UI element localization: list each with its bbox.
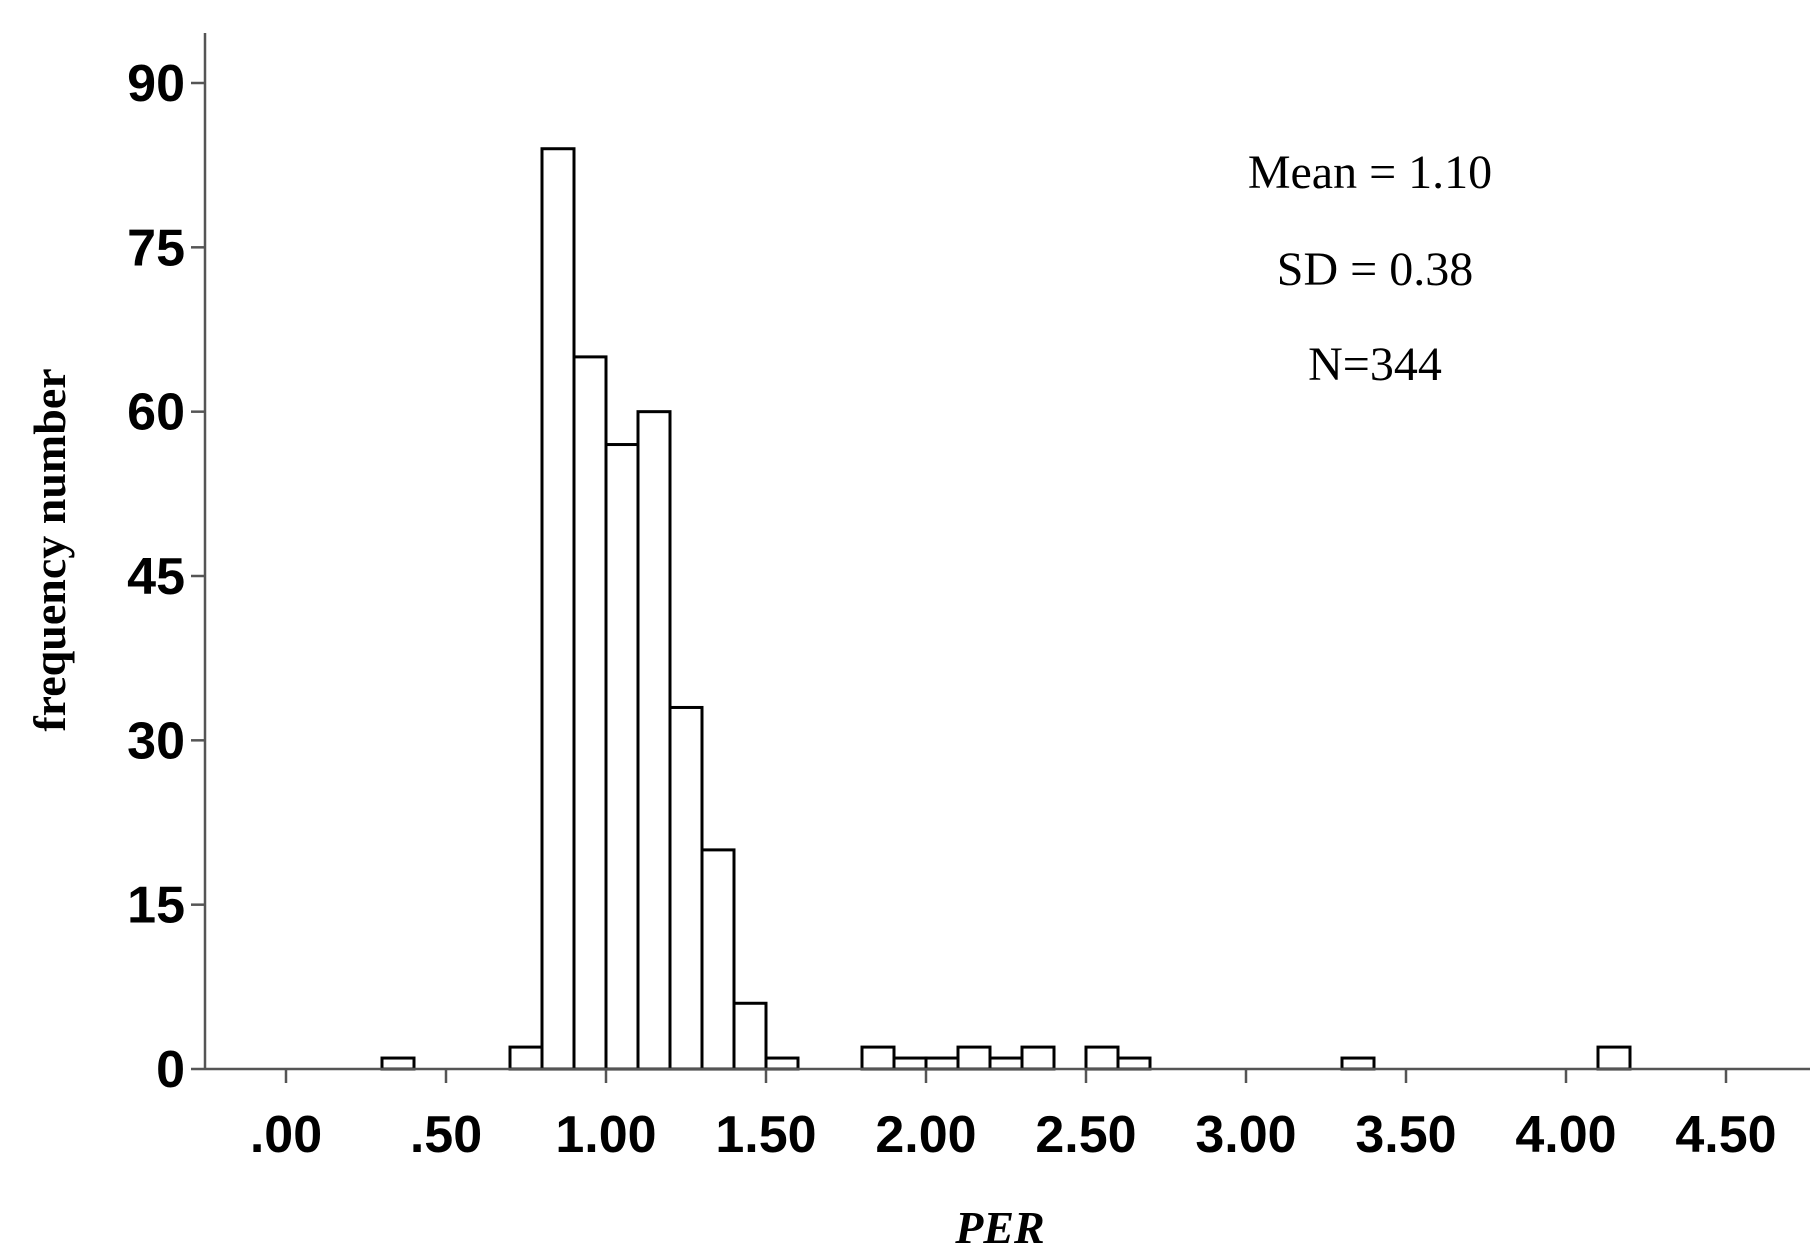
x-tick-label: 2.50 — [1035, 1106, 1136, 1164]
sd-annotation: SD = 0.38 — [1277, 243, 1473, 296]
x-tick-label: 2.00 — [875, 1106, 976, 1164]
histogram-bar — [860, 1045, 896, 1071]
histogram-bar — [924, 1056, 960, 1071]
histogram-bar — [1340, 1056, 1376, 1071]
y-tick-label: 0 — [156, 1041, 185, 1099]
y-tick-label: 30 — [127, 712, 185, 770]
y-tick-label: 75 — [127, 219, 185, 277]
x-tick-label: 1.00 — [555, 1106, 656, 1164]
histogram-bar — [572, 355, 608, 1071]
y-axis-title: frequency number — [24, 368, 75, 731]
y-tick-label: 45 — [127, 548, 185, 606]
x-axis-title: PER — [954, 1202, 1044, 1253]
histogram-bar — [988, 1056, 1024, 1071]
n-annotation: N=344 — [1308, 338, 1442, 391]
histogram-bar — [1596, 1045, 1632, 1071]
x-tick-label: 3.00 — [1195, 1106, 1296, 1164]
y-tick-label: 90 — [127, 55, 185, 113]
x-tick-label: 4.50 — [1675, 1106, 1776, 1164]
histogram-bar — [540, 147, 576, 1071]
histogram-bar — [956, 1045, 992, 1071]
mean-annotation: Mean = 1.10 — [1248, 146, 1492, 199]
histogram-bar — [764, 1056, 800, 1071]
histogram-bar — [700, 848, 736, 1071]
y-tick-label: 15 — [127, 877, 185, 935]
x-tick-label: 4.00 — [1515, 1106, 1616, 1164]
histogram-bar — [668, 705, 704, 1071]
y-ticks: 0 15 30 45 60 75 90 — [127, 55, 205, 1099]
x-ticks: .00 .50 1.00 1.50 2.00 2.50 3.00 3.50 4.00 4.50 — [250, 1069, 1777, 1164]
histogram-bar — [732, 1001, 768, 1071]
histogram-bar — [508, 1045, 544, 1071]
axes — [203, 33, 1810, 1071]
histogram-bar — [636, 410, 672, 1071]
histogram-bar — [604, 443, 640, 1071]
histogram-bar — [1116, 1056, 1152, 1071]
histogram-bars — [380, 147, 1632, 1071]
histogram-bar — [380, 1056, 416, 1071]
histogram-bar — [892, 1056, 928, 1071]
x-tick-label: .50 — [410, 1106, 482, 1164]
x-tick-label: .00 — [250, 1106, 322, 1164]
x-tick-label: 1.50 — [715, 1106, 816, 1164]
histogram-bar — [1084, 1045, 1120, 1071]
y-tick-label: 60 — [127, 384, 185, 442]
x-tick-label: 3.50 — [1355, 1106, 1456, 1164]
histogram-bar — [1020, 1045, 1056, 1071]
